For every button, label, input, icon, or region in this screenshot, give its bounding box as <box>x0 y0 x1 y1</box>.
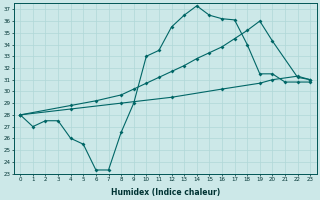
X-axis label: Humidex (Indice chaleur): Humidex (Indice chaleur) <box>111 188 220 197</box>
